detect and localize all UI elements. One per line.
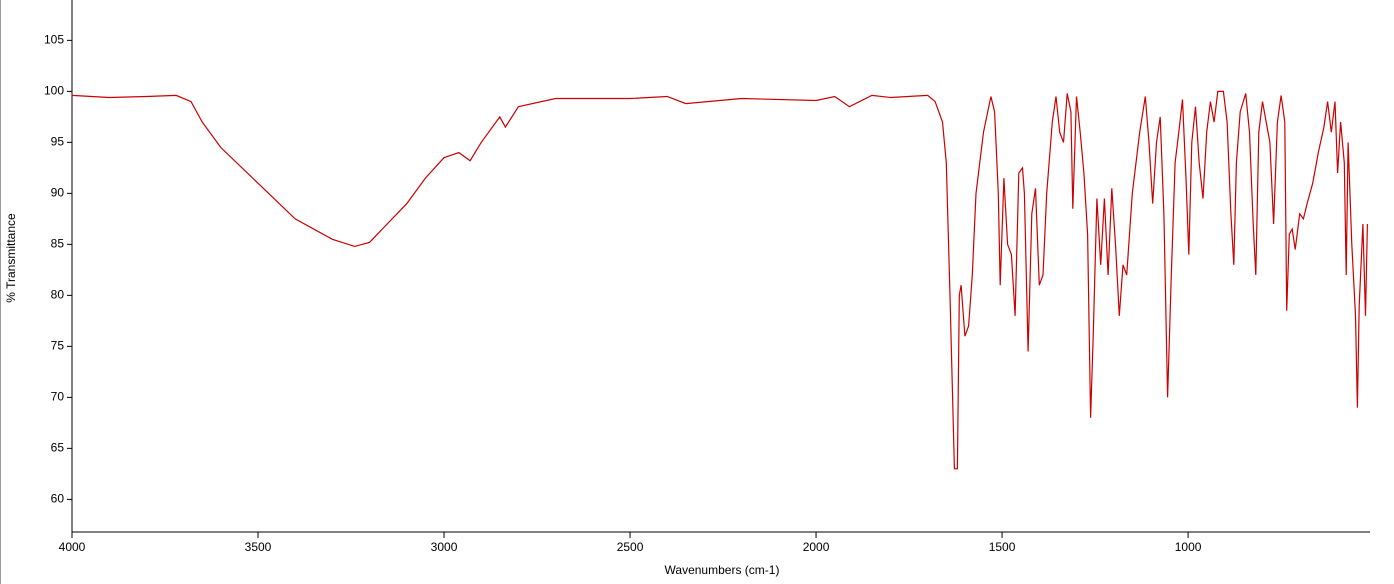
y-tick-label: 100 — [44, 84, 64, 98]
spectrum-line — [71, 90, 1368, 470]
x-tick-label: 2000 — [803, 540, 830, 554]
y-tick-label: 90 — [51, 186, 65, 200]
x-tick-label: 3000 — [431, 540, 458, 554]
x-axis-label: Wavenumbers (cm-1) — [665, 563, 780, 577]
y-tick-label: 65 — [51, 441, 65, 455]
x-tick-label: 1000 — [1175, 540, 1202, 554]
y-tick-label: 105 — [44, 33, 64, 47]
y-tick-label: 80 — [51, 288, 65, 302]
x-tick-label: 4000 — [59, 540, 86, 554]
y-tick-label: 85 — [51, 237, 65, 251]
y-tick-label: 60 — [51, 492, 65, 506]
y-axis-label: % Transmittance — [4, 213, 18, 303]
y-tick-label: 75 — [51, 339, 65, 353]
x-tick-label: 3500 — [245, 540, 272, 554]
y-tick-label: 95 — [51, 135, 65, 149]
x-tick-label: 2500 — [617, 540, 644, 554]
x-tick-label: 1500 — [989, 540, 1016, 554]
y-tick-label: 70 — [51, 390, 65, 404]
